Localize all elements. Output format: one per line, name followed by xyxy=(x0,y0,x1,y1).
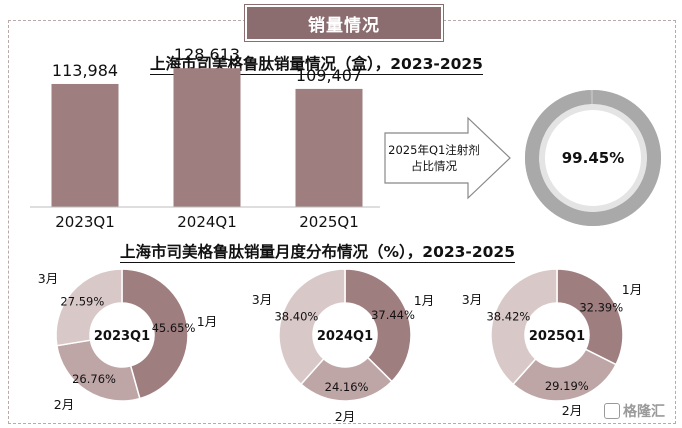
donut-value-label: 45.65% xyxy=(152,321,196,335)
donut-hole xyxy=(526,304,588,366)
donut-month-label: 1月 xyxy=(414,293,434,308)
donut-hole xyxy=(314,304,376,366)
donut-slice-1月 xyxy=(121,268,189,400)
watermark-text: 格隆汇 xyxy=(623,404,665,420)
donut-value-label: 24.16% xyxy=(325,380,369,394)
ratio-ring-fill xyxy=(525,90,661,226)
donut-month-label: 2月 xyxy=(562,403,582,418)
donut-slice-2月 xyxy=(512,348,618,402)
donut-month-label: 3月 xyxy=(462,292,482,307)
donut-value-label: 27.59% xyxy=(60,294,104,308)
arrow-label-line1: 2025年Q1注射剂 xyxy=(388,143,480,157)
donut-slice-1月 xyxy=(344,268,412,383)
donut-value-label: 37.44% xyxy=(371,308,415,322)
watermark-logo-icon xyxy=(604,403,620,419)
arrow-shape xyxy=(384,116,511,200)
donut-slice-3月 xyxy=(490,268,558,386)
donut-month-label: 1月 xyxy=(197,314,217,329)
bar-2023Q1 xyxy=(51,83,119,207)
bar-category-label: 2025Q1 xyxy=(299,213,359,231)
bar-value-label: 128,613 xyxy=(174,45,240,64)
watermark: 格隆汇 xyxy=(604,401,665,421)
donut-section-title: 上海市司美格鲁肽销量月度分布情况（%），2023-2025 xyxy=(120,243,515,263)
arrow-label-line2: 占比情况 xyxy=(411,159,457,173)
section-header: 销量情况 xyxy=(245,5,443,41)
donut-value-label: 26.76% xyxy=(72,372,116,386)
ratio-ring-inner xyxy=(539,104,647,212)
donut-value-label: 38.40% xyxy=(274,309,318,323)
bar-value-label: 113,984 xyxy=(52,61,118,80)
section-header-title: 销量情况 xyxy=(308,15,380,36)
bar-2024Q1 xyxy=(173,68,241,208)
donut-slice-1月 xyxy=(556,268,624,366)
donut-month-label: 3月 xyxy=(252,292,272,307)
donut-value-label: 38.42% xyxy=(486,309,530,323)
donut-month-label: 2月 xyxy=(335,409,355,424)
donut-center-label: 2023Q1 xyxy=(94,329,150,344)
donut-slice-3月 xyxy=(55,268,123,347)
donut-month-label: 1月 xyxy=(622,282,642,297)
donut-value-label: 32.39% xyxy=(579,301,623,315)
donut-slice-3月 xyxy=(278,268,346,386)
bar-category-label: 2024Q1 xyxy=(177,213,237,231)
donut-month-label: 3月 xyxy=(38,271,58,286)
donut-month-label: 2月 xyxy=(54,397,74,412)
ratio-value-label: 99.45% xyxy=(562,149,624,167)
donut-slice-2月 xyxy=(56,339,141,402)
donut-hole xyxy=(91,304,153,366)
bar-value-label: 109,407 xyxy=(296,66,362,85)
donut-center-label: 2024Q1 xyxy=(317,329,373,344)
donut-value-label: 29.19% xyxy=(545,379,589,393)
bar-category-label: 2023Q1 xyxy=(55,213,115,231)
donut-center-label: 2025Q1 xyxy=(529,329,585,344)
bar-2025Q1 xyxy=(295,88,363,207)
